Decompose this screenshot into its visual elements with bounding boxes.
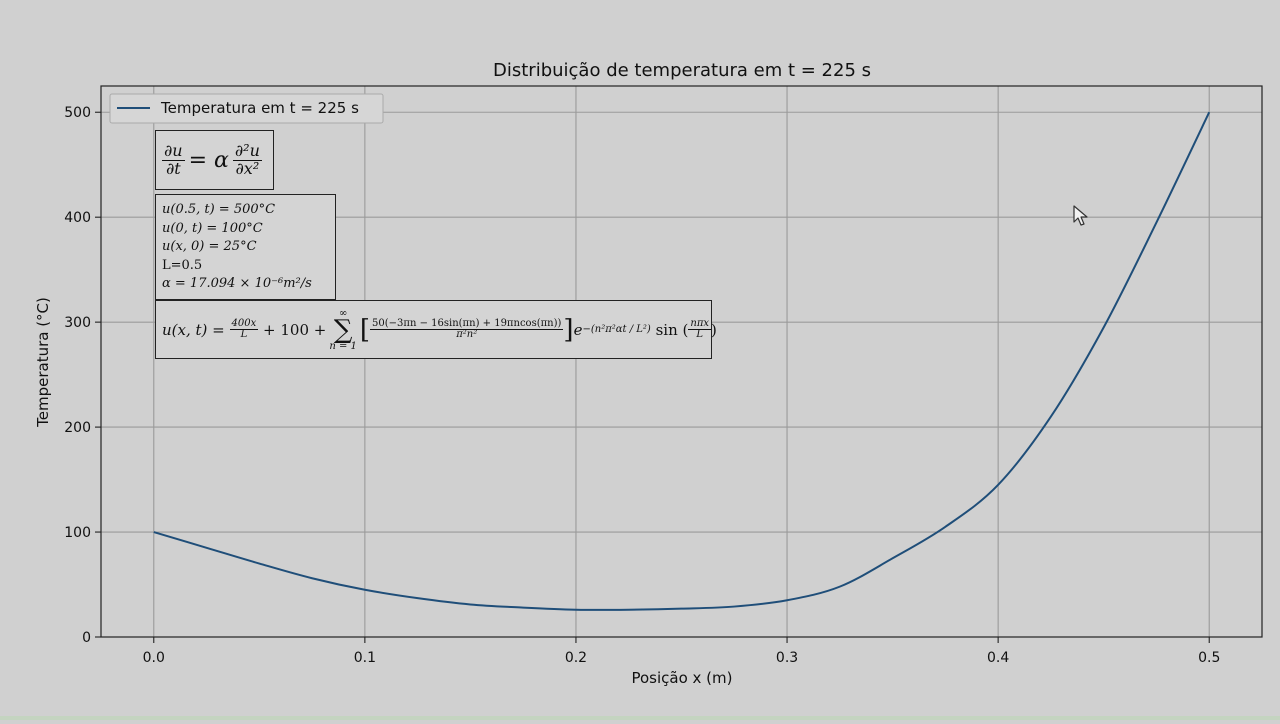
exp-power: −(n²π²αt / L²) (582, 324, 651, 335)
pde-equals-alpha: = α (188, 147, 229, 173)
y-tick-label: 400 (64, 210, 91, 226)
condition-length: L=0.5 (162, 257, 203, 273)
condition-left-boundary: u(0, t) = 100°C (162, 220, 263, 236)
pde-dx2: ∂x² (235, 158, 260, 178)
x-axis-label: Posição x (m) (631, 669, 732, 687)
pde-equation-box: ∂u ∂t = α ∂²u ∂x² (155, 130, 274, 190)
mouse-pointer-icon (1073, 205, 1088, 226)
pde-lhs-fraction: ∂u ∂t (162, 140, 185, 178)
solution-equation-box: u(x, t) = 400x L + 100 + ∞ ∑ n = 1 [ 50(… (155, 300, 717, 359)
y-tick-label: 500 (64, 105, 91, 121)
conditions-box: u(0.5, t) = 500°C u(0, t) = 100°C u(x, 0… (155, 194, 336, 300)
y-tick-label: 200 (64, 420, 91, 436)
close-bracket: ] (563, 314, 574, 345)
sum-lower-limit: n = 1 (329, 340, 357, 352)
condition-diffusivity: α = 17.094 × 10⁻⁶m²/s (162, 276, 312, 291)
solution-linear-fraction: 400x L (229, 317, 259, 341)
sum-upper-limit: ∞ (338, 307, 348, 319)
grid-lines (101, 86, 1262, 638)
solution-linear-num: 400x (229, 317, 259, 330)
plot-frame (100, 85, 1263, 638)
bottom-strip (0, 716, 1280, 720)
sin-close: ) (711, 320, 717, 339)
legend: Temperatura em t = 225 s (109, 93, 384, 124)
x-tick-label: 0.3 (776, 650, 798, 666)
sin-fraction: nπx L (688, 317, 712, 341)
legend-box (109, 93, 384, 124)
pde-du: ∂u (162, 140, 185, 161)
y-axis-label: Temperatura (°C) (34, 297, 52, 428)
x-tick-label: 0.2 (565, 650, 587, 666)
x-tick-label: 0.1 (354, 650, 376, 666)
summation-symbol: ∞ ∑ n = 1 (329, 308, 357, 352)
pde-d2u: ∂²u (232, 140, 262, 161)
sin-num: nπx (688, 317, 712, 330)
x-tick-label: 0.4 (987, 650, 1009, 666)
axis-ticks: 0.0 0.1 0.2 0.3 0.4 0.5 0 100 200 300 400 500 (64, 105, 1220, 666)
coefficient-num: 50(−3πn − 16sin(πn) + 19πncos(πn)) (370, 317, 564, 330)
condition-right-boundary: u(0.5, t) = 500°C (162, 202, 276, 217)
coefficient-den: π²n² (456, 329, 478, 340)
solution-linear-den: L (240, 329, 248, 340)
y-tick-label: 300 (64, 315, 91, 331)
pde-rhs-fraction: ∂²u ∂x² (232, 140, 262, 178)
open-bracket: [ (359, 314, 371, 345)
sin-den: L (696, 329, 704, 340)
exp-base: e (573, 320, 583, 339)
y-tick-label: 0 (82, 630, 91, 646)
y-tick-label: 100 (64, 525, 91, 541)
condition-initial: u(x, 0) = 25°C (162, 239, 257, 254)
legend-label: Temperatura em t = 225 s (160, 99, 359, 117)
sum-sigma: ∑ (333, 314, 353, 345)
x-tick-label: 0.0 (143, 650, 165, 666)
solution-plus-100: + 100 + (263, 320, 327, 339)
pde-dt: ∂t (165, 158, 181, 178)
x-tick-label: 0.5 (1198, 650, 1220, 666)
solution-lhs: u(x, t) = (162, 320, 225, 339)
chart-title: Distribuição de temperatura em t = 225 s (493, 60, 871, 81)
series-line-temperatura (153, 111, 1211, 611)
sin-open: sin ( (655, 320, 689, 339)
coefficient-fraction: 50(−3πn − 16sin(πn) + 19πncos(πn)) π²n² (370, 317, 564, 341)
